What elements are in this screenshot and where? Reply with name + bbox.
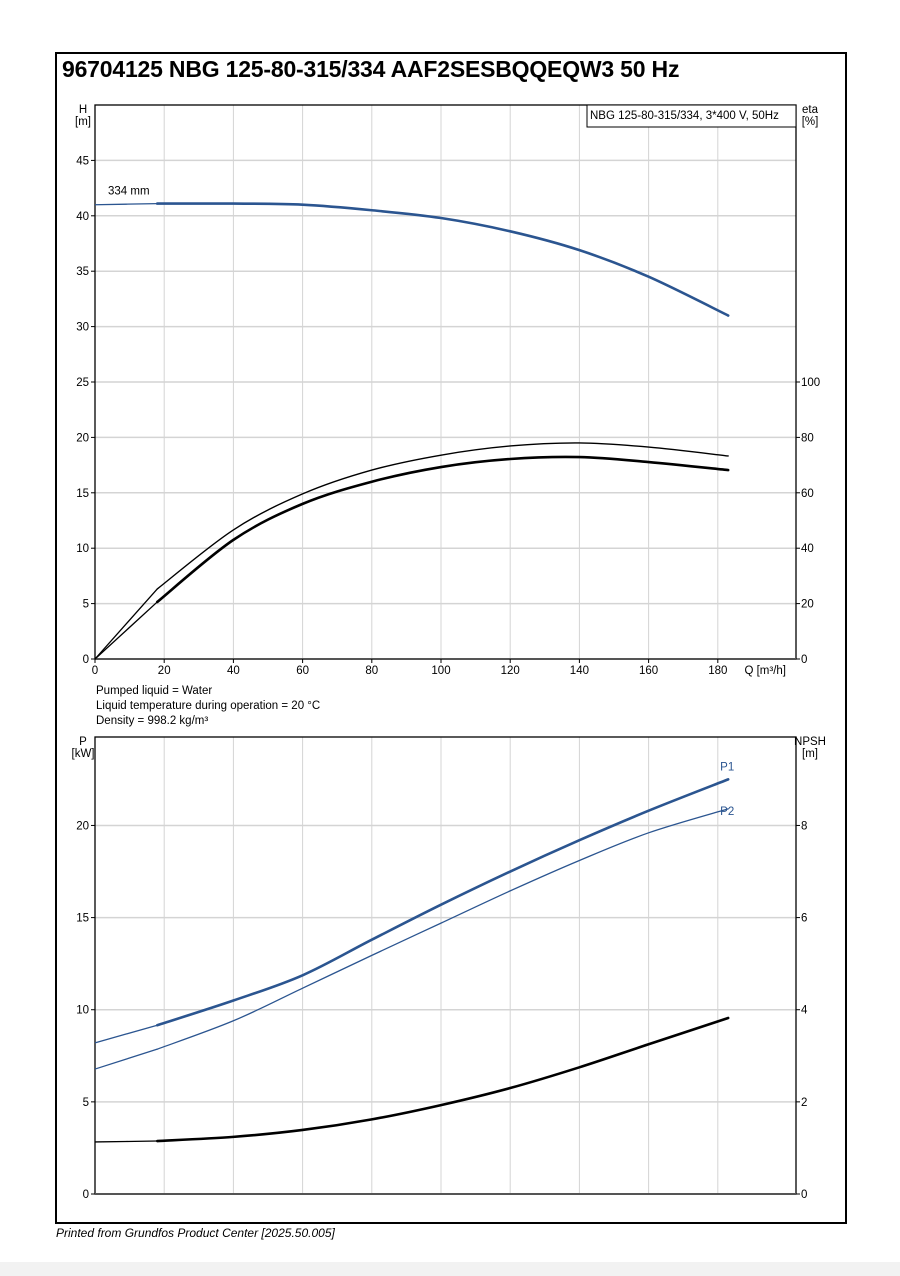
page-title: 96704125 NBG 125-80-315/334 AAF2SESBQQEQ…: [62, 56, 680, 82]
note-liquid: Pumped liquid = Water: [96, 685, 213, 697]
y-left-axis-label: P: [79, 736, 87, 748]
y-right-tick-label: 60: [801, 488, 814, 500]
x-tick-label: 120: [501, 665, 520, 677]
y-left-tick-label: 10: [76, 1005, 89, 1017]
y-left-axis-label: [m]: [75, 116, 91, 128]
curve-series-1: [156, 442, 729, 590]
x-tick-label: 80: [365, 665, 378, 677]
curve-lead-in: [94, 202, 158, 206]
x-tick-label: 0: [92, 665, 98, 677]
y-right-tick-label: 100: [801, 377, 820, 389]
y-left-axis-label: H: [79, 104, 87, 116]
x-tick-label: 180: [708, 665, 727, 677]
curve-label-p2: P2: [720, 806, 734, 818]
note-density: Density = 998.2 kg/m³: [96, 715, 209, 727]
y-left-tick-label: 10: [76, 543, 89, 555]
y-right-tick-label: 2: [801, 1097, 807, 1109]
page-bottom-bar: [0, 1262, 900, 1276]
y-left-tick-label: 45: [76, 155, 89, 167]
curve-p2: [156, 808, 729, 1050]
curve-lead-in: [94, 601, 158, 660]
y-left-tick-label: 30: [76, 322, 89, 334]
note-temperature: Liquid temperature during operation = 20…: [96, 700, 321, 712]
curve-label-impeller-diameter: 334 mm: [108, 186, 150, 198]
y-right-axis-label: [%]: [802, 116, 819, 128]
curve-lead-in: [94, 1048, 158, 1070]
y-right-tick-label: 0: [801, 654, 807, 666]
y-left-tick-label: 0: [83, 654, 89, 666]
curve-series-2: [155, 1016, 730, 1143]
legend-box: [586, 104, 797, 128]
x-tick-label: 40: [227, 665, 240, 677]
curve-lead-in: [94, 1140, 158, 1143]
plot-area: [94, 736, 797, 1195]
y-left-tick-label: 40: [76, 211, 89, 223]
x-tick-label: 140: [570, 665, 589, 677]
x-tick-label: 160: [639, 665, 658, 677]
y-left-tick-label: 5: [83, 599, 89, 611]
y-right-axis-label: [m]: [802, 748, 818, 760]
x-tick-label: 20: [158, 665, 171, 677]
y-right-tick-label: 20: [801, 599, 814, 611]
legend-box-text: NBG 125-80-315/334, 3*400 V, 50Hz: [590, 110, 779, 122]
y-right-tick-label: 8: [801, 820, 807, 832]
y-right-tick-label: 6: [801, 913, 807, 925]
y-right-axis-label: eta: [802, 104, 819, 116]
y-right-tick-label: 80: [801, 432, 814, 444]
y-left-tick-label: 35: [76, 266, 89, 278]
x-axis-label: Q [m³/h]: [744, 665, 786, 677]
footer-printed-from: Printed from Grundfos Product Center [20…: [56, 1226, 335, 1240]
y-left-tick-label: 15: [76, 488, 89, 500]
y-left-tick-label: 0: [83, 1189, 89, 1201]
y-right-tick-label: 0: [801, 1189, 807, 1201]
curve-lead-in: [94, 588, 158, 660]
curve-series-2: [155, 455, 730, 604]
curve-lead-in: [94, 1024, 158, 1044]
y-left-tick-label: 20: [76, 432, 89, 444]
y-left-axis-label: [kW]: [72, 748, 95, 760]
x-tick-label: 100: [431, 665, 450, 677]
x-tick-label: 60: [296, 665, 309, 677]
y-left-tick-label: 25: [76, 377, 89, 389]
y-left-tick-label: 15: [76, 913, 89, 925]
curve-334-mm: [155, 202, 730, 317]
y-left-tick-label: 20: [76, 820, 89, 832]
chart-frame: [55, 52, 847, 1224]
y-right-axis-label: NPSH: [794, 736, 826, 748]
curve-label-p1: P1: [720, 761, 734, 773]
y-left-tick-label: 5: [83, 1097, 89, 1109]
y-right-tick-label: 40: [801, 543, 814, 555]
curve-p1: [155, 778, 730, 1027]
y-right-tick-label: 4: [801, 1005, 808, 1017]
